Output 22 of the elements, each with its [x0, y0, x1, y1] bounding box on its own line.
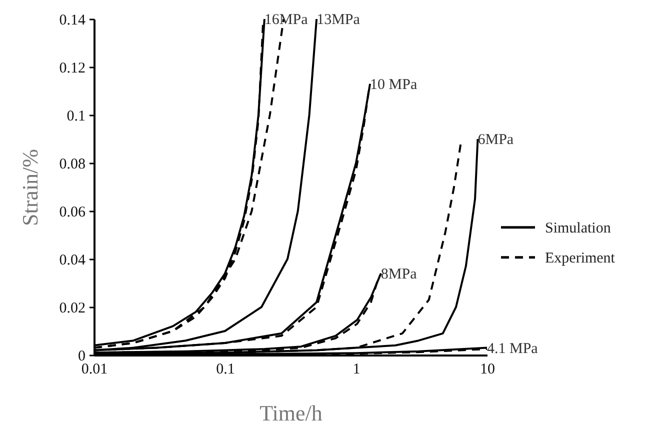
x-axis-title: Time/h — [260, 400, 322, 425]
x-tick-label: 0.01 — [81, 362, 108, 378]
y-tick-label: 0.12 — [59, 60, 86, 76]
x-tick-label: 10 — [480, 362, 495, 378]
annotation: 8MPa — [380, 266, 418, 282]
legend-label: Experiment — [545, 250, 616, 266]
y-tick-label: 0.14 — [59, 12, 86, 28]
y-tick-label: 0.02 — [59, 300, 86, 316]
y-axis-title: Strain/% — [18, 149, 42, 226]
annotation: 13MPa — [316, 12, 360, 28]
annotation: 6MPa — [478, 132, 514, 148]
annotation: 4.1 MPa — [487, 340, 538, 357]
y-tick-label: 0.1 — [66, 108, 86, 124]
legend-label: Simulation — [545, 220, 612, 236]
y-tick-label: 0.06 — [59, 204, 86, 220]
annotation: 16MPa — [264, 12, 308, 28]
y-tick-label: 0.08 — [59, 156, 86, 172]
y-tick-label: 0.04 — [59, 252, 86, 268]
x-tick-label: 0.1 — [216, 362, 235, 378]
annotation: 10 MPa — [370, 76, 418, 93]
x-tick-label: 1 — [352, 362, 360, 378]
y-tick-label: 0 — [78, 348, 86, 364]
